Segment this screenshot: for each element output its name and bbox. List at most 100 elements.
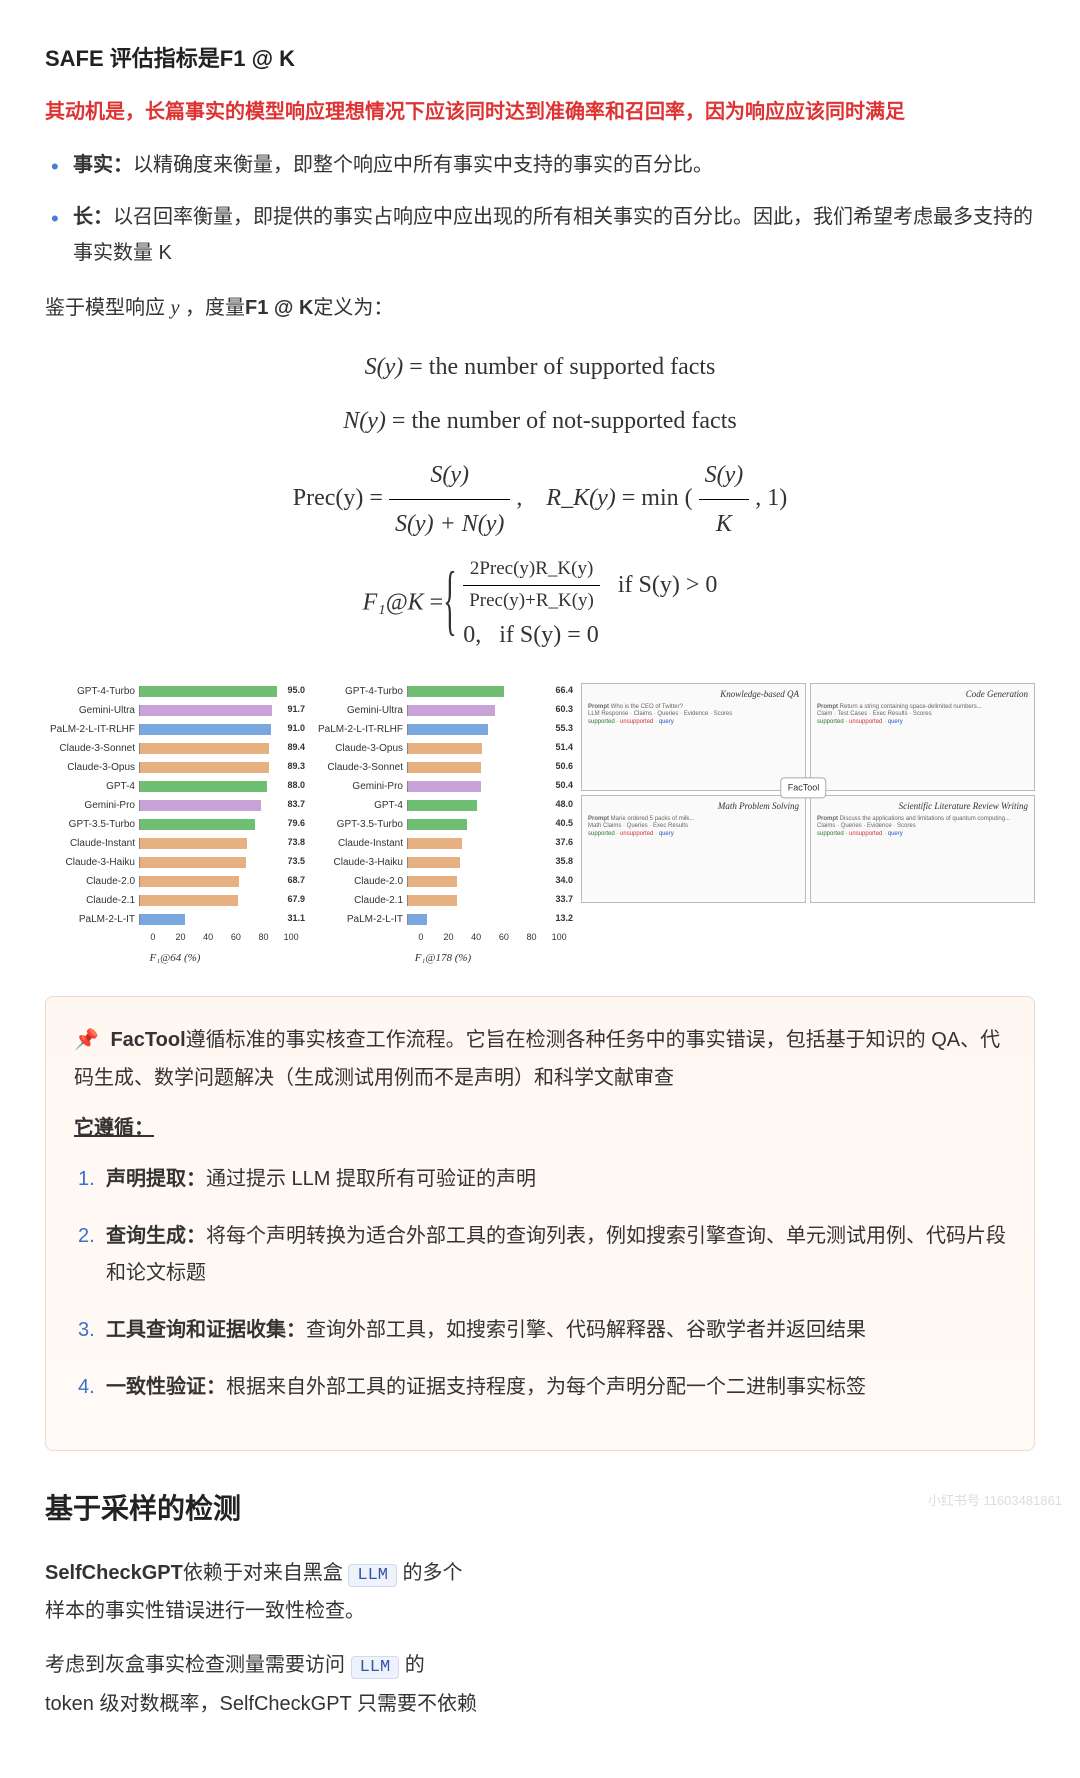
bar-track — [139, 895, 284, 906]
barchart-f1-64: GPT-4-Turbo95.0Gemini-Ultra91.7PaLM-2-L-… — [45, 683, 305, 968]
bar-fill — [408, 914, 427, 925]
bar-track — [139, 781, 284, 792]
factool-diagram: Knowledge-based QA Prompt Who is the CEO … — [581, 683, 1035, 903]
step-lead: 一致性验证： — [106, 1376, 226, 1398]
bar-label: Claude-3-Sonnet — [313, 759, 407, 776]
bar-label: GPT-4-Turbo — [313, 683, 407, 700]
bar-fill — [408, 743, 482, 754]
bar-row: GPT-3.5-Turbo40.5 — [313, 816, 573, 833]
bar-label: Claude-3-Haiku — [313, 854, 407, 871]
bar-fill — [140, 762, 269, 773]
diagram-panel: Code GenerationPrompt Return a string co… — [810, 683, 1035, 791]
frac-den: Prec(y)+R_K(y) — [463, 586, 600, 616]
panel-body: Prompt Who is the CEO of Twitter?LLM Res… — [588, 704, 799, 727]
step-item: 4.一致性验证：根据来自外部工具的证据支持程度，为每个声明分配一个二进制事实标签 — [78, 1369, 1006, 1406]
callout-intro: 📌 FacTool遵循标准的事实核查工作流程。它旨在检测各种任务中的事实错误，包… — [74, 1021, 1006, 1097]
bar-value: 95.0 — [287, 683, 305, 698]
math-rhs: the number of not-supported facts — [411, 408, 736, 434]
bar-track — [407, 724, 552, 735]
bar-value: 89.3 — [287, 759, 305, 774]
bar-label: PaLM-2-L-IT-RLHF — [313, 721, 407, 738]
bar-track — [139, 724, 284, 735]
barchart-f1-178: GPT-4-Turbo66.4Gemini-Ultra60.3PaLM-2-L-… — [313, 683, 573, 968]
factool-callout: 📌 FacTool遵循标准的事实核查工作流程。它旨在检测各种任务中的事实错误，包… — [45, 996, 1035, 1451]
bar-fill — [408, 819, 467, 830]
bar-label: Claude-2.0 — [313, 873, 407, 890]
math-lhs: S(y) — [365, 354, 404, 380]
chart-axis: 020406080100 — [139, 930, 305, 945]
bar-fill — [408, 781, 481, 792]
bar-value: 37.6 — [555, 835, 573, 850]
bar-label: PaLM-2-L-IT-RLHF — [45, 721, 139, 738]
axis-tick: 0 — [407, 930, 435, 945]
math-lhs: N(y) — [343, 408, 386, 434]
bar-row: Claude-2.0 34.0 — [313, 873, 573, 890]
bar-track — [407, 705, 552, 716]
bar-fill — [140, 819, 255, 830]
axis-tick: 60 — [490, 930, 518, 945]
bar-value: 13.2 — [555, 911, 573, 926]
math-lhs: Prec(y) — [293, 485, 364, 511]
axis-tick: 20 — [167, 930, 195, 945]
bar-track — [407, 781, 552, 792]
math-lhs: F₁@K — [363, 590, 424, 616]
bar-label: GPT-4 — [313, 797, 407, 814]
bar-track — [407, 819, 552, 830]
bar-value: 55.3 — [555, 721, 573, 736]
axis-tick: 80 — [518, 930, 546, 945]
diagram-panel: Math Problem SolvingPrompt Marie ordered… — [581, 795, 806, 903]
const-one: 1 — [767, 485, 779, 511]
bar-fill — [408, 876, 457, 887]
step-num: 3. — [78, 1312, 95, 1349]
panel-title: Knowledge-based QA — [720, 687, 799, 702]
bar-row: Gemini-Pro50.4 — [313, 778, 573, 795]
bar-value: 31.1 — [287, 911, 305, 926]
bar-row: Claude-2.133.7 — [313, 892, 573, 909]
bar-label: Claude-3-Haiku — [45, 854, 139, 871]
step-text: 查询外部工具，如搜索引擎、代码解释器、谷歌学者并返回结果 — [306, 1319, 866, 1341]
selfcheck-p1: SelfCheckGPT依赖于对来自黑盒 LLM 的多个 样本的事实性错误进行一… — [45, 1554, 1035, 1630]
axis-tick: 0 — [139, 930, 167, 945]
callout-lead: FacTool — [110, 1029, 185, 1051]
text: 定义为： — [313, 297, 393, 319]
panel-body: Prompt Discuss the applications and limi… — [817, 816, 1028, 839]
bar-track — [407, 800, 552, 811]
step-text: 根据来自外部工具的证据支持程度，为每个声明分配一个二进制事实标签 — [226, 1376, 866, 1398]
bar-track — [407, 857, 552, 868]
step-lead: 工具查询和证据收集： — [106, 1319, 306, 1341]
bar-track — [407, 743, 552, 754]
bar-value: 60.3 — [555, 702, 573, 717]
bar-fill — [140, 781, 267, 792]
bar-row: PaLM-2-L-IT 13.2 — [313, 911, 573, 928]
bar-row: Claude-3-Opus89.3 — [45, 759, 305, 776]
factool-center-label: FacTool — [781, 778, 827, 799]
callout-steps: 1.声明提取：通过提示 LLM 提取所有可验证的声明 2.查询生成：将每个声明转… — [74, 1161, 1006, 1406]
section-sampling-title: 基于采样的检测 — [45, 1485, 1035, 1533]
motivation-line: 其动机是，长篇事实的模型响应理想情况下应该同时达到准确率和召回率，因为响应应该同… — [45, 95, 1035, 129]
chart-caption: F₁@64 (%) — [45, 949, 305, 968]
bar-label: Claude-3-Opus — [313, 740, 407, 757]
bar-fill — [140, 686, 277, 697]
bullet-lead: 长： — [73, 206, 113, 228]
math-lhs: R_K(y) — [546, 485, 615, 511]
bar-label: GPT-3.5-Turbo — [45, 816, 139, 833]
bar-value: 34.0 — [555, 873, 573, 888]
step-item: 2.查询生成：将每个声明转换为适合外部工具的查询列表，例如搜索引擎查询、单元测试… — [78, 1218, 1006, 1292]
frac-num: 2Prec(y)R_K(y) — [463, 554, 600, 585]
bar-track — [139, 762, 284, 773]
bar-label: GPT-4-Turbo — [45, 683, 139, 700]
llm-token: LLM — [351, 1656, 400, 1679]
bar-value: 89.4 — [287, 740, 305, 755]
bar-row: GPT-3.5-Turbo79.6 — [45, 816, 305, 833]
definition-line: 鉴于模型响应 y ，度量F1 @ K定义为： — [45, 291, 1035, 325]
text: ，度量 — [179, 297, 245, 319]
bar-track — [139, 914, 284, 925]
step-lead: 声明提取： — [106, 1168, 206, 1190]
bar-label: PaLM-2-L-IT — [313, 911, 407, 928]
bar-fill — [140, 800, 261, 811]
bar-value: 91.0 — [287, 721, 305, 736]
bar-row: Claude-Instant73.8 — [45, 835, 305, 852]
bar-value: 48.0 — [555, 797, 573, 812]
text: 依赖于对来自黑盒 — [183, 1562, 349, 1584]
bar-track — [139, 686, 284, 697]
